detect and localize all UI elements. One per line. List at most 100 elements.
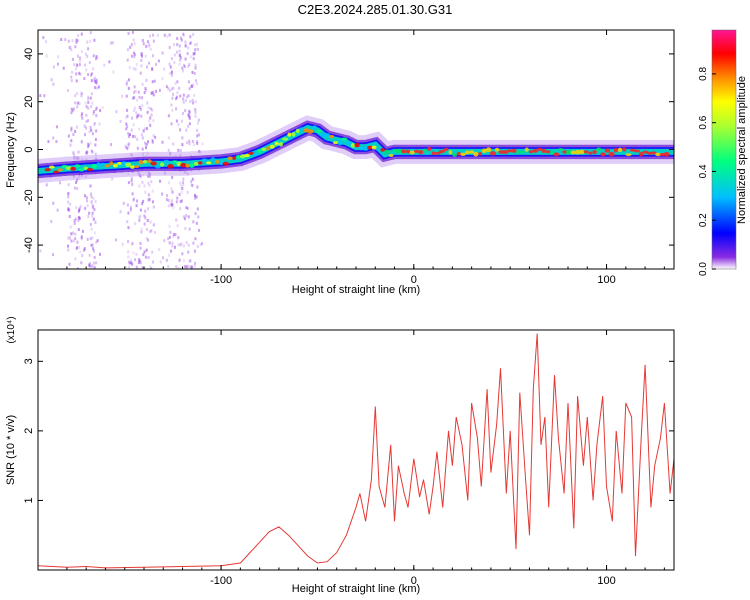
noise-point bbox=[188, 116, 191, 120]
ridge-peak bbox=[617, 147, 623, 152]
noise-point bbox=[140, 52, 143, 56]
noise-point bbox=[152, 39, 155, 43]
noise-point bbox=[92, 204, 95, 208]
noise-point bbox=[184, 227, 187, 231]
noise-point bbox=[147, 174, 150, 178]
noise-point bbox=[68, 262, 71, 266]
noise-point bbox=[131, 262, 134, 266]
noise-point bbox=[138, 127, 141, 131]
ridge-peak bbox=[646, 151, 653, 155]
noise-point bbox=[149, 220, 152, 224]
noise-point bbox=[67, 89, 70, 93]
ridge-peak bbox=[266, 146, 271, 151]
noise-point bbox=[39, 249, 42, 253]
ridge-peak bbox=[651, 151, 657, 155]
noise-point bbox=[192, 57, 195, 61]
noise-point bbox=[165, 198, 168, 202]
noise-point bbox=[147, 140, 150, 144]
ridge-peak bbox=[494, 147, 500, 152]
noise-point bbox=[181, 66, 184, 70]
noise-point bbox=[124, 145, 127, 149]
spectrogram-panel: -100 0 100 40 20 0 -20 -40 Height of straight l… bbox=[5, 29, 675, 296]
noise-point bbox=[168, 224, 171, 228]
noise-point bbox=[140, 54, 143, 58]
noise-point bbox=[178, 192, 181, 196]
noise-point bbox=[195, 42, 198, 46]
noise-point bbox=[184, 44, 187, 48]
noise-point bbox=[92, 197, 95, 201]
noise-point bbox=[188, 62, 191, 66]
ridge-peak bbox=[185, 163, 190, 168]
noise-point bbox=[85, 152, 88, 156]
ridge-peak bbox=[219, 160, 224, 166]
noise-point bbox=[75, 63, 78, 67]
noise-point bbox=[95, 81, 98, 85]
noise-point bbox=[196, 128, 199, 132]
noise-point bbox=[152, 260, 155, 264]
noise-point bbox=[74, 257, 77, 261]
noise-point bbox=[162, 256, 165, 260]
noise-point bbox=[191, 98, 194, 102]
noise-point bbox=[127, 78, 130, 82]
noise-point bbox=[146, 110, 149, 114]
noise-point bbox=[165, 85, 168, 89]
noise-point bbox=[143, 250, 146, 254]
noise-point bbox=[79, 204, 82, 208]
spectrogram-y-label: Frequency (Hz) bbox=[5, 112, 17, 188]
noise-point bbox=[126, 48, 129, 52]
noise-point bbox=[191, 183, 194, 187]
noise-point bbox=[135, 265, 138, 269]
noise-point bbox=[171, 190, 174, 194]
noise-point bbox=[201, 142, 204, 146]
ridge-peak bbox=[528, 150, 534, 154]
noise-point bbox=[177, 236, 180, 240]
noise-point bbox=[131, 183, 134, 187]
noise-point bbox=[193, 51, 196, 55]
noise-point bbox=[67, 207, 70, 211]
noise-point bbox=[179, 94, 182, 98]
ridge-peak bbox=[70, 166, 76, 171]
noise-point bbox=[168, 33, 171, 37]
noise-point bbox=[45, 183, 48, 187]
noise-point bbox=[76, 267, 79, 269]
noise-point bbox=[140, 114, 143, 118]
snr-series-line bbox=[38, 333, 674, 569]
noise-point bbox=[181, 143, 184, 147]
x-tick-label: 100 bbox=[597, 274, 615, 286]
noise-point bbox=[197, 228, 200, 232]
noise-point bbox=[197, 121, 200, 125]
noise-point bbox=[148, 43, 151, 47]
noise-point bbox=[76, 178, 79, 182]
noise-point bbox=[95, 86, 98, 90]
noise-point bbox=[78, 207, 81, 211]
noise-point bbox=[175, 265, 178, 269]
noise-point bbox=[94, 152, 97, 156]
noise-point bbox=[167, 264, 170, 268]
noise-point bbox=[72, 239, 75, 243]
noise-point bbox=[127, 181, 130, 185]
noise-point bbox=[89, 125, 92, 129]
ridge-peak bbox=[409, 150, 415, 155]
noise-point bbox=[132, 96, 135, 100]
ridge-peak bbox=[91, 164, 98, 169]
ridge-peak bbox=[53, 170, 59, 174]
noise-point bbox=[191, 70, 194, 74]
noise-point bbox=[125, 127, 128, 131]
noise-point bbox=[74, 129, 77, 133]
ridge-peak bbox=[426, 147, 432, 151]
noise-point bbox=[194, 196, 197, 200]
noise-point bbox=[89, 223, 92, 227]
noise-point bbox=[130, 128, 133, 132]
noise-point bbox=[77, 150, 80, 154]
noise-point bbox=[75, 79, 78, 83]
noise-point bbox=[151, 67, 154, 71]
noise-point bbox=[180, 199, 183, 203]
colorbar-tick-label: 0.6 bbox=[698, 115, 709, 129]
ridge-peak bbox=[638, 151, 644, 157]
noise-point bbox=[159, 260, 162, 264]
noise-point bbox=[126, 203, 129, 207]
noise-point bbox=[194, 110, 197, 114]
noise-point bbox=[140, 230, 143, 234]
noise-point bbox=[94, 200, 97, 204]
noise-point bbox=[145, 127, 148, 131]
